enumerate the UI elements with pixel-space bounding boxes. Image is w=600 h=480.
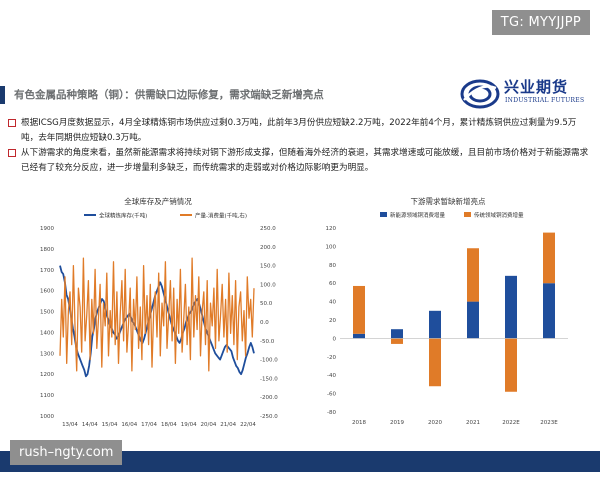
y-left-tick-label: 1500: [40, 310, 54, 316]
bar: [467, 248, 479, 302]
y-left-tick-label: 1600: [40, 289, 54, 295]
x-tick-label: 14/04: [82, 422, 98, 428]
bullet-text: 从下游需求的角度来看，虽然新能源需求将持续对铜下游形成支撑，但随着海外经济的衰退…: [21, 148, 589, 173]
y-left-tick-label: 1900: [40, 226, 54, 232]
legend-label: 新能源领域铜消费增量: [390, 211, 446, 219]
y-right-tick-label: -150.0: [260, 376, 278, 382]
bar: [353, 285, 365, 334]
y-left-tick-label: 1200: [40, 372, 54, 378]
y-tick-label: 60: [329, 281, 336, 287]
x-tick-label: 17/04: [141, 422, 157, 428]
y-right-tick-label: -100.0: [260, 358, 278, 364]
slide-title: 有色金属品种策略（铜）：供需缺口边际修复，需求端缺乏新增亮点: [14, 89, 324, 101]
y-left-tick-label: 1700: [40, 268, 54, 274]
x-tick-label: 22/04: [240, 422, 256, 428]
bullet-list: 根据ICSG月度数据显示，4月全球精炼铜市场供应过剩0.3万吨，此前年3月份供应…: [8, 116, 592, 176]
bar: [505, 338, 517, 392]
line-chart-title: 全球库存及产销情况: [124, 197, 192, 206]
x-tick-label: 2023E: [540, 420, 558, 426]
x-tick-label: 21/04: [220, 422, 236, 428]
legend-swatch: [380, 212, 387, 217]
x-tick-label: 2019: [390, 420, 404, 426]
x-tick-label: 2018: [352, 420, 366, 426]
line-chart-panel: 全球库存及产销情况 全球精炼库存(千吨) 产量-消费量(千吨,右) 1000 1100…: [28, 194, 288, 444]
x-tick-label: 13/04: [62, 422, 78, 428]
bar: [467, 301, 479, 339]
legend-label: 传统领域铜消费增量: [474, 211, 524, 219]
watermark-tag: TG: MYYJJPP: [491, 10, 590, 35]
bullet-text: 根据ICSG月度数据显示，4月全球精炼铜市场供应过剩0.3万吨，此前年3月份供应…: [21, 118, 577, 143]
x-tick-label: 2021: [466, 420, 480, 426]
series-line: [59, 257, 255, 372]
y-right-tick-label: 50.0: [260, 301, 273, 307]
legend-swatch: [464, 212, 471, 217]
logo-mark-icon: [460, 79, 500, 109]
y-tick-label: 40: [329, 300, 336, 306]
y-left-tick-label: 1800: [40, 247, 54, 253]
bar-chart: 新能源领域铜消费增量 传统领域铜消费增量 -80 -60 -40 -20 0 20 40 60 80…: [326, 211, 568, 426]
bar: [391, 338, 403, 344]
y-right-tick-label: -50.0: [260, 339, 275, 345]
legend-label: 全球精炼库存(千吨): [99, 212, 147, 220]
y-right-tick-label: -250.0: [260, 414, 278, 420]
bar: [429, 310, 441, 339]
y-tick-label: 100: [326, 244, 337, 250]
y-tick-label: 80: [329, 263, 336, 269]
bullet-item: 从下游需求的角度来看，虽然新能源需求将持续对铜下游形成支撑，但随着海外经济的衰退…: [8, 146, 592, 175]
bar: [543, 283, 555, 339]
y-right-tick-label: 100.0: [260, 282, 276, 288]
bullet-item: 根据ICSG月度数据显示，4月全球精炼铜市场供应过剩0.3万吨，此前年3月份供应…: [8, 116, 592, 145]
bullet-square-icon: [8, 119, 16, 127]
header-accent-bar: [0, 86, 5, 104]
x-tick-label: 15/04: [102, 422, 118, 428]
bar: [543, 232, 555, 284]
slide: 有色金属品种策略（铜）：供需缺口边际修复，需求端缺乏新增亮点 兴业期货 INDU…: [0, 64, 600, 472]
y-tick-label: -60: [327, 392, 336, 398]
y-right-tick-label: 0.0: [260, 320, 269, 326]
bullet-square-icon: [8, 149, 16, 157]
bar: [429, 338, 441, 387]
x-tick-label: 18/04: [161, 422, 177, 428]
y-right-tick-label: 200.0: [260, 245, 276, 251]
series-line: [59, 265, 255, 378]
legend-label: 产量-消费量(千吨,右): [195, 212, 247, 220]
bar-chart-title: 下游需求暂缺新增亮点: [410, 197, 486, 206]
y-tick-label: 20: [329, 318, 336, 324]
y-tick-label: -80: [327, 410, 336, 416]
logo-english-name: INDUSTRIAL FUTURES: [505, 97, 585, 104]
y-tick-label: 120: [326, 226, 337, 232]
line-chart: 全球精炼库存(千吨) 产量-消费量(千吨,右) 1000 1100 1200 1300 14…: [40, 212, 278, 429]
y-right-tick-label: -200.0: [260, 395, 278, 401]
x-tick-label: 2020: [428, 420, 442, 426]
bar: [353, 333, 365, 339]
slide-header: 有色金属品种策略（铜）：供需缺口边际修复，需求端缺乏新增亮点 兴业期货 INDU…: [0, 76, 600, 110]
y-left-tick-label: 1300: [40, 351, 54, 357]
company-logo: 兴业期货 INDUSTRIAL FUTURES: [460, 76, 594, 112]
x-tick-label: 19/04: [181, 422, 197, 428]
y-left-tick-label: 1100: [40, 393, 54, 399]
bar: [505, 275, 517, 339]
x-tick-label: 16/04: [121, 422, 137, 428]
slide-footer-bar: [0, 451, 600, 472]
x-tick-label: 2022E: [502, 420, 520, 426]
y-tick-label: 0: [333, 336, 337, 342]
bar: [391, 329, 403, 339]
y-tick-label: -20: [327, 355, 336, 361]
y-left-tick-label: 1400: [40, 330, 54, 336]
x-tick-label: 20/04: [201, 422, 217, 428]
y-tick-label: -40: [327, 373, 336, 379]
logo-chinese-name: 兴业期货: [504, 78, 569, 96]
bar-chart-panel: 下游需求暂缺新增亮点 新能源领域铜消费增量 传统领域铜消费增量 -80 -60 -40 -…: [318, 194, 578, 444]
y-left-tick-label: 1000: [40, 414, 54, 420]
y-right-tick-label: 250.0: [260, 226, 276, 232]
y-right-tick-label: 150.0: [260, 264, 276, 270]
footer-url-tag: rush–ngty.com: [10, 440, 123, 465]
